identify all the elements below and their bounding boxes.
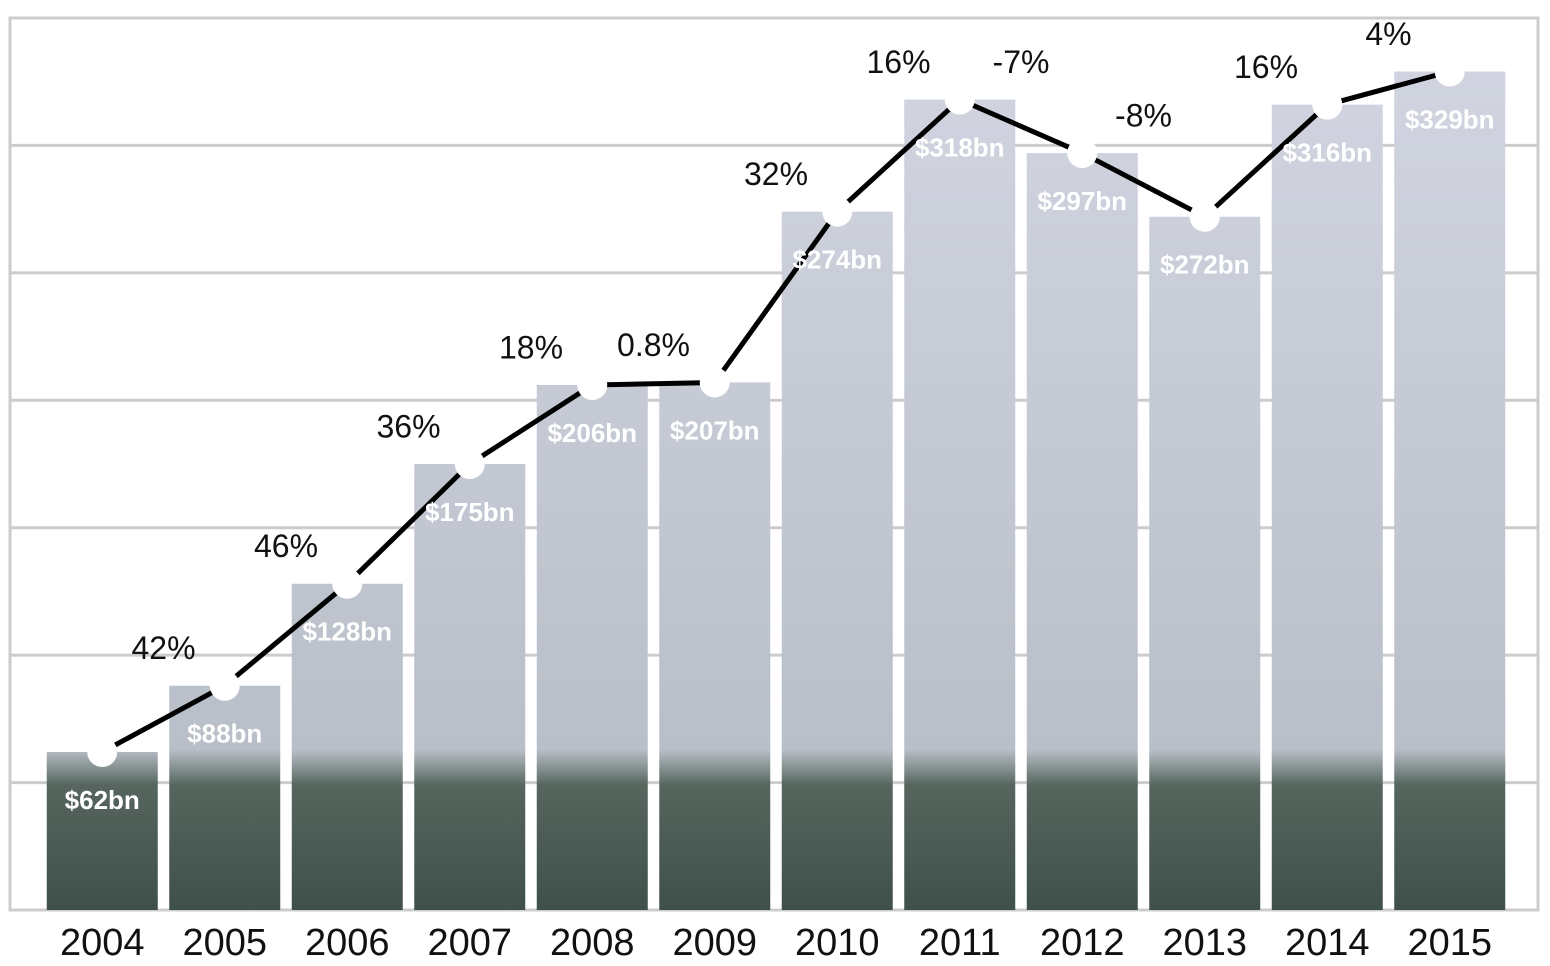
x-tick-label: 2011 <box>919 922 1001 964</box>
x-tick-label: 2009 <box>672 922 757 964</box>
value-label: $88bn <box>187 719 262 749</box>
value-label: $272bn <box>1160 250 1250 280</box>
point <box>1067 138 1097 168</box>
bar <box>537 385 648 910</box>
growth-label: -7% <box>993 44 1050 80</box>
value-label: $175bn <box>425 497 515 527</box>
x-tick-label: 2006 <box>305 922 390 964</box>
bar <box>1149 217 1260 910</box>
bar <box>1027 153 1138 910</box>
growth-label: 4% <box>1365 16 1411 52</box>
bar <box>1394 72 1505 910</box>
growth-label: 16% <box>1234 49 1298 85</box>
x-tick-label: 2014 <box>1285 922 1370 964</box>
x-tick-label: 2015 <box>1407 922 1492 964</box>
point <box>822 197 852 227</box>
point <box>1312 90 1342 120</box>
growth-label: 42% <box>131 630 195 666</box>
growth-label: 32% <box>744 156 808 192</box>
x-tick-label: 2005 <box>182 922 267 964</box>
value-label: $316bn <box>1282 138 1372 168</box>
point <box>1190 202 1220 232</box>
bar <box>904 100 1015 910</box>
point <box>87 737 117 767</box>
bar <box>782 212 893 910</box>
value-label: $206bn <box>547 418 637 448</box>
value-label: $318bn <box>915 132 1005 162</box>
point <box>700 367 730 397</box>
value-label: $207bn <box>670 415 760 445</box>
point <box>210 671 240 701</box>
growth-label: 16% <box>866 44 930 80</box>
x-tick-label: 2007 <box>427 922 512 964</box>
growth-label: 18% <box>499 329 563 365</box>
value-label: $62bn <box>65 785 140 815</box>
point <box>1435 57 1465 87</box>
x-tick-label: 2004 <box>60 922 145 964</box>
growth-label: -8% <box>1115 98 1172 134</box>
x-tick-label: 2008 <box>550 922 635 964</box>
value-label: $274bn <box>792 245 882 275</box>
growth-label: 36% <box>376 408 440 444</box>
bar <box>659 382 770 910</box>
point <box>455 449 485 479</box>
point <box>945 85 975 115</box>
x-tick-label: 2013 <box>1162 922 1247 964</box>
growth-label: 0.8% <box>617 327 690 363</box>
value-label: $128bn <box>302 617 392 647</box>
bar <box>1272 105 1383 910</box>
chart: 2004 2005 2006 2007 2008 2009 2010 2011 2012 2013… <box>0 0 1550 966</box>
bar <box>47 752 158 910</box>
point <box>577 370 607 400</box>
point <box>332 569 362 599</box>
growth-label: 46% <box>254 528 318 564</box>
x-tick-label: 2012 <box>1040 922 1125 964</box>
bar <box>414 464 525 910</box>
x-tick-label: 2010 <box>795 922 880 964</box>
value-label: $297bn <box>1037 186 1127 216</box>
value-label: $329bn <box>1405 104 1495 134</box>
